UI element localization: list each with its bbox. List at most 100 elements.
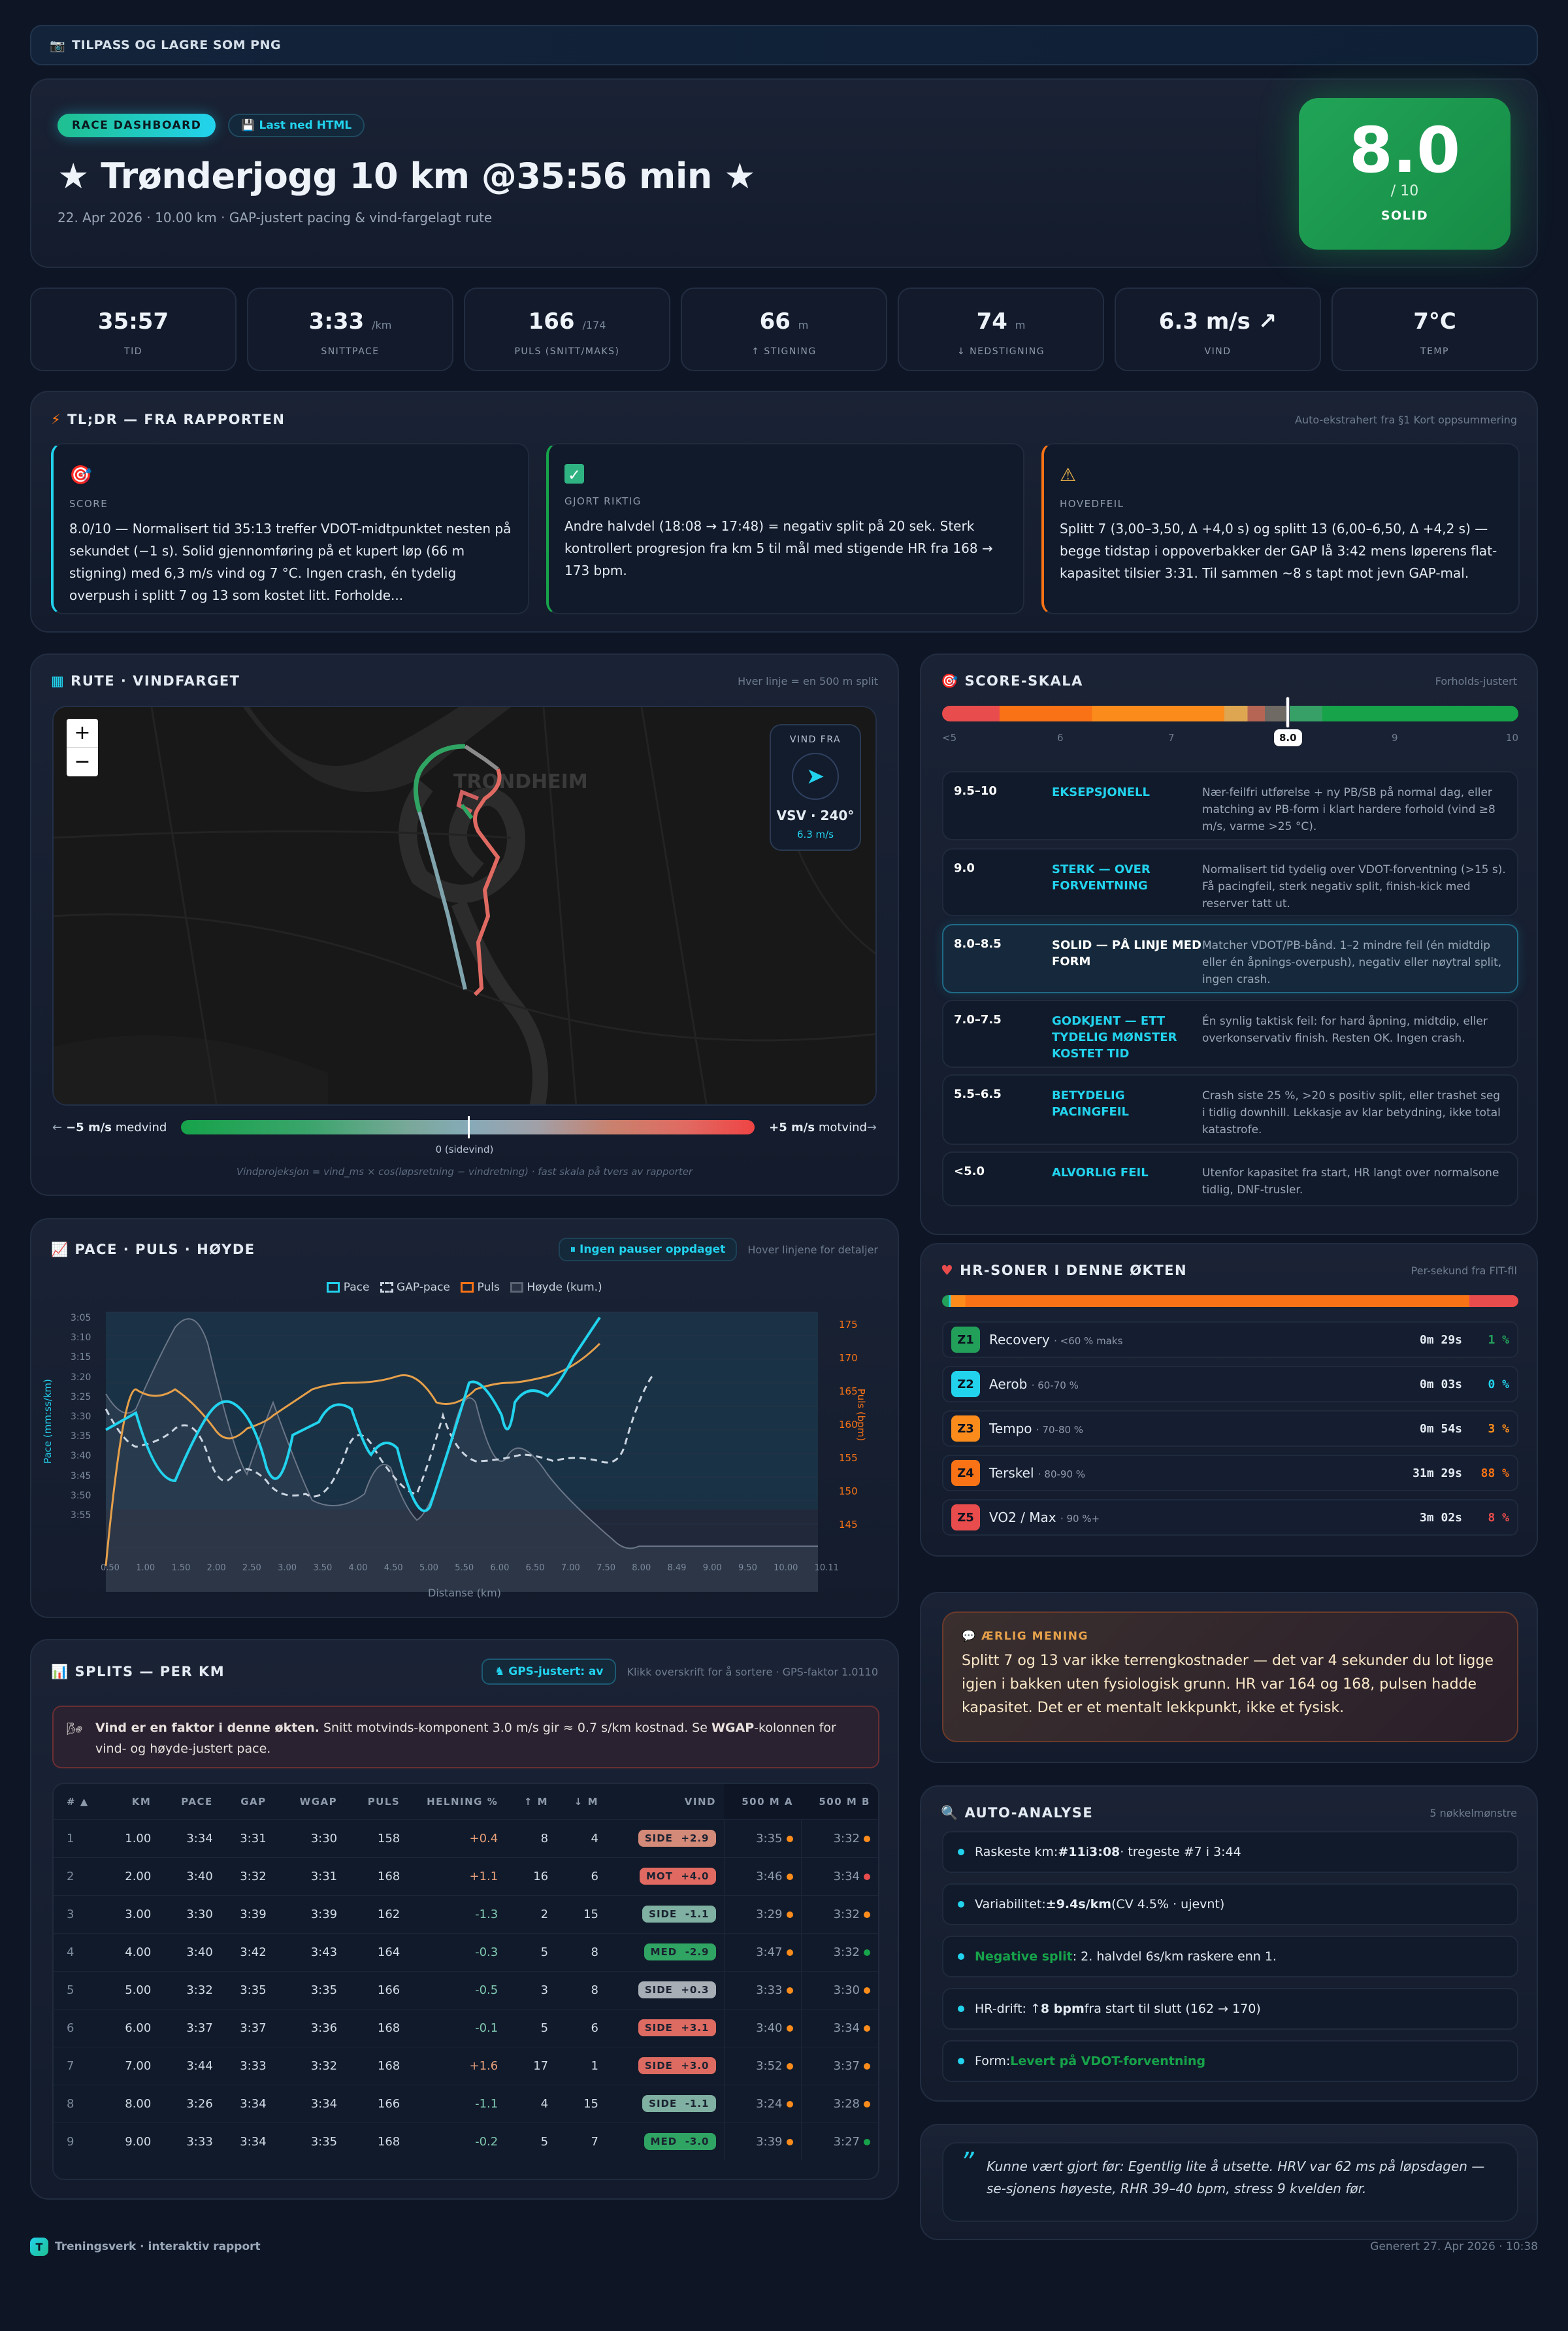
hr-zone-bar <box>942 1295 1518 1307</box>
split-index: 5 <box>54 1970 106 2009</box>
split-500b: 3:34 <box>833 1869 860 1883</box>
split-500b: 3:32 <box>833 1831 860 1845</box>
footer: T Treningsverk · interaktiv rapport Gene… <box>30 2238 1538 2256</box>
split-up: 3 <box>506 1970 557 2009</box>
split-row[interactable]: 1 1.00 3:34 3:31 3:30 158 +0.4 8 4 SIDE +2.9 3:35 3… <box>54 1819 878 1857</box>
split-wgap: 3:32 <box>274 2046 346 2085</box>
split-500a: 3:33 <box>756 1983 783 1997</box>
split-index: 2 <box>54 1857 106 1895</box>
route-map[interactable]: TRONDHEIM + − VIND FRA ➤ VSV · 240° 6.3 … <box>52 706 877 1106</box>
split-500b: 3:28 <box>833 2096 860 2111</box>
pace-chart-canvas[interactable] <box>51 1304 881 1592</box>
split-index: 6 <box>54 2008 106 2047</box>
score-scale-marker <box>1286 697 1290 728</box>
status-dot <box>786 1911 793 1918</box>
col-500b[interactable]: 500 M B <box>801 1784 878 1819</box>
legend-pace[interactable]: Pace <box>327 1281 369 1294</box>
scale-row-active: 8.0–8.5 SOLID — PÅ LINJE MED FORM Matcher … <box>942 924 1518 993</box>
split-gap: 3:32 <box>220 1857 274 1895</box>
analysis-item: Raskeste km: #11 i 3:08 · tregeste #7 i … <box>942 1831 1518 1873</box>
split-row[interactable]: 7 7.00 3:44 3:33 3:32 168 +1.6 17 1 SIDE +3.0 3:52… <box>54 2046 878 2085</box>
split-500a: 3:52 <box>756 2058 783 2073</box>
wind-legend: ← −5 m/s medvind +5 m/s motvind → <box>52 1116 877 1138</box>
hr-zone-row: Z2 Aerob · 60-70 % 0m 03s 0 % <box>942 1366 1518 1402</box>
col-500a[interactable]: 500 M A <box>724 1784 801 1819</box>
score-badge: 8.0 / 10 SOLID <box>1299 98 1511 250</box>
honest-opinion-box: 💬 ÆRLIG MENING Splitt 7 og 13 var ikke t… <box>942 1612 1518 1742</box>
split-row[interactable]: 6 6.00 3:37 3:37 3:36 168 -0.1 5 6 SIDE +3.1 3:40 3… <box>54 2008 878 2047</box>
split-up: 5 <box>506 2122 557 2160</box>
split-puls: 168 <box>345 1857 408 1895</box>
split-km: 2.00 <box>106 1857 159 1895</box>
col-puls[interactable]: PULS <box>367 1795 400 1808</box>
col-km[interactable]: KM <box>131 1795 152 1808</box>
status-dot <box>786 2025 793 2032</box>
gps-adjust-toggle[interactable]: ♞ GPS-justert: av <box>482 1659 617 1685</box>
zoom-in-button[interactable]: + <box>67 719 98 748</box>
y-left-label: Pace (mm:ss/km) <box>41 1379 54 1464</box>
quote-section: ” Kunne vært gjort før: Egentlig lite å … <box>920 2124 1538 2240</box>
chart-legend: Pace GAP-pace Puls Høyde (kum.) <box>31 1281 898 1294</box>
star-icon: ★ <box>724 156 756 197</box>
split-500a: 3:29 <box>756 1907 783 1921</box>
score-scale-bar <box>942 706 1518 721</box>
col-up[interactable]: ↑ M <box>523 1795 549 1808</box>
col-grade[interactable]: HELNING % <box>427 1795 498 1808</box>
split-index: 3 <box>54 1894 106 1933</box>
split-grade: -0.2 <box>408 2122 506 2160</box>
col-gap[interactable]: GAP <box>240 1795 267 1808</box>
split-pace: 3:34 <box>159 1819 221 1857</box>
split-grade: +0.4 <box>408 1819 506 1857</box>
stat-temp: 7°C TEMP <box>1331 288 1538 371</box>
wind-notice: 🌬 Vind er en faktor i denne økten. Snitt… <box>52 1706 879 1768</box>
split-index: 4 <box>54 1932 106 1971</box>
col-wgap[interactable]: WGAP <box>299 1795 338 1808</box>
warning-icon: ⚠ <box>1060 464 1077 486</box>
wind-badge: SIDE +2.9 <box>638 1830 716 1847</box>
split-row[interactable]: 2 2.00 3:40 3:32 3:31 168 +1.1 16 6 MOT +4.0 3:46 3… <box>54 1857 878 1895</box>
split-down: 8 <box>556 1932 606 1971</box>
split-wgap: 3:39 <box>274 1894 346 1933</box>
legend-hoyde[interactable]: Høyde (kum.) <box>510 1281 602 1294</box>
x-ticks: 0.50 1.00 1.50 2.00 2.50 3.00 3.50 4.00 4.50 5.00… <box>101 1563 839 1573</box>
lightning-icon: ⚡ <box>51 412 62 427</box>
export-png-bar[interactable]: 📷 TILPASS OG LAGRE SOM PNG <box>30 25 1538 65</box>
col-wind[interactable]: VIND <box>684 1795 716 1808</box>
legend-gap-pace[interactable]: GAP-pace <box>380 1281 450 1294</box>
col-index[interactable]: # ▲ <box>67 1795 89 1808</box>
y-left-ticks: 3:05 3:10 3:15 3:20 3:25 3:30 3:35 3:40 3:45 3:50… <box>71 1313 91 1521</box>
split-index: 8 <box>54 2084 106 2123</box>
split-down: 8 <box>556 1970 606 2009</box>
route-section: ▦ RUTE · VINDFARGET Hver linje = en 500 m… <box>30 653 899 1196</box>
download-html-button[interactable]: 💾 Last ned HTML <box>228 114 365 137</box>
zoom-out-button[interactable]: − <box>74 750 91 773</box>
split-puls: 168 <box>345 2122 408 2160</box>
col-down[interactable]: ↓ M <box>574 1795 598 1808</box>
col-pace[interactable]: PACE <box>181 1795 213 1808</box>
wind-gradient-bar <box>181 1116 755 1138</box>
split-row[interactable]: 5 5.00 3:32 3:35 3:35 166 -0.5 3 8 SIDE +0.3 3:33 3… <box>54 1970 878 2009</box>
split-gap: 3:42 <box>220 1932 274 1971</box>
split-row[interactable]: 9 9.00 3:33 3:34 3:35 168 -0.2 5 7 MED -3.0 3:39 3:… <box>54 2122 878 2160</box>
split-pace: 3:26 <box>159 2084 221 2123</box>
split-index: 1 <box>54 1819 106 1857</box>
status-dot <box>786 1835 793 1842</box>
quote-mark-icon: ” <box>960 2147 974 2177</box>
split-500b: 3:34 <box>833 2021 860 2035</box>
star-icon: ★ <box>57 156 89 197</box>
split-row[interactable]: 8 8.00 3:26 3:34 3:34 166 -1.1 4 15 SIDE -1.1 3:24… <box>54 2084 878 2123</box>
split-puls: 162 <box>345 1894 408 1933</box>
split-row[interactable]: 3 3.00 3:30 3:39 3:39 162 -1.3 2 15 SIDE -1.1 3:29… <box>54 1894 878 1933</box>
stats-row: 35:57 TID 3:33 /km SNITTPACE 166 /174 PULS … <box>30 288 1538 371</box>
legend-puls[interactable]: Puls <box>461 1281 500 1294</box>
magnifier-icon: 🔍 <box>941 1805 959 1821</box>
tldr-section: ⚡ TL;DR — FRA RAPPORTEN Auto-ekstrahert f… <box>30 391 1538 633</box>
split-puls: 166 <box>345 2084 408 2123</box>
scale-row: 7.0–7.5 GODKJENT — ETT TYDELIG MØNSTER KO… <box>942 1000 1518 1068</box>
split-row[interactable]: 4 4.00 3:40 3:42 3:43 164 -0.3 5 8 MED -2.9 3:47 3:… <box>54 1932 878 1971</box>
split-grade: +1.1 <box>408 1857 506 1895</box>
y-right-ticks: 175 170 165 160 155 150 145 <box>839 1319 858 1530</box>
brand-name: Treningsverk · interaktiv rapport <box>55 2240 261 2253</box>
wind-badge: SIDE -1.1 <box>642 1906 716 1923</box>
heart-icon: ♥ <box>941 1263 955 1278</box>
